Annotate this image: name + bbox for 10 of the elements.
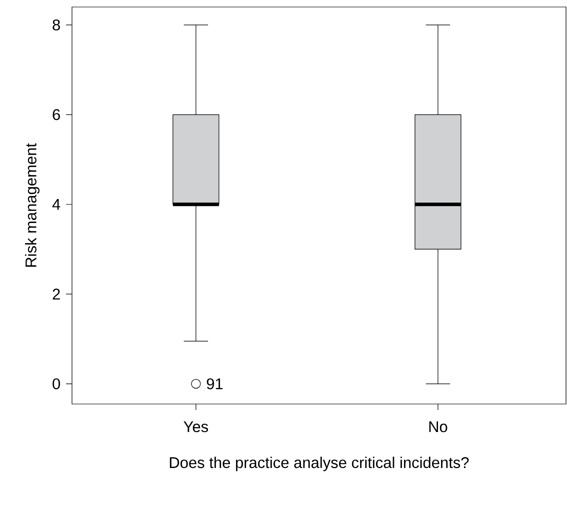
annotation: 91	[206, 378, 223, 390]
x-tick-label: No	[429, 421, 448, 432]
y-tick-label: 0	[52, 378, 60, 390]
x-tick-label: Yes	[184, 421, 208, 432]
y-tick-label: 2	[52, 288, 60, 300]
x-axis-title: Does the practice analyse critical incidents?	[170, 456, 469, 472]
y-tick-label: 4	[52, 199, 60, 210]
y-tick-label: 6	[52, 109, 60, 120]
y-axis-title: Risk management	[25, 143, 40, 267]
y-tick-label: 8	[52, 19, 60, 30]
